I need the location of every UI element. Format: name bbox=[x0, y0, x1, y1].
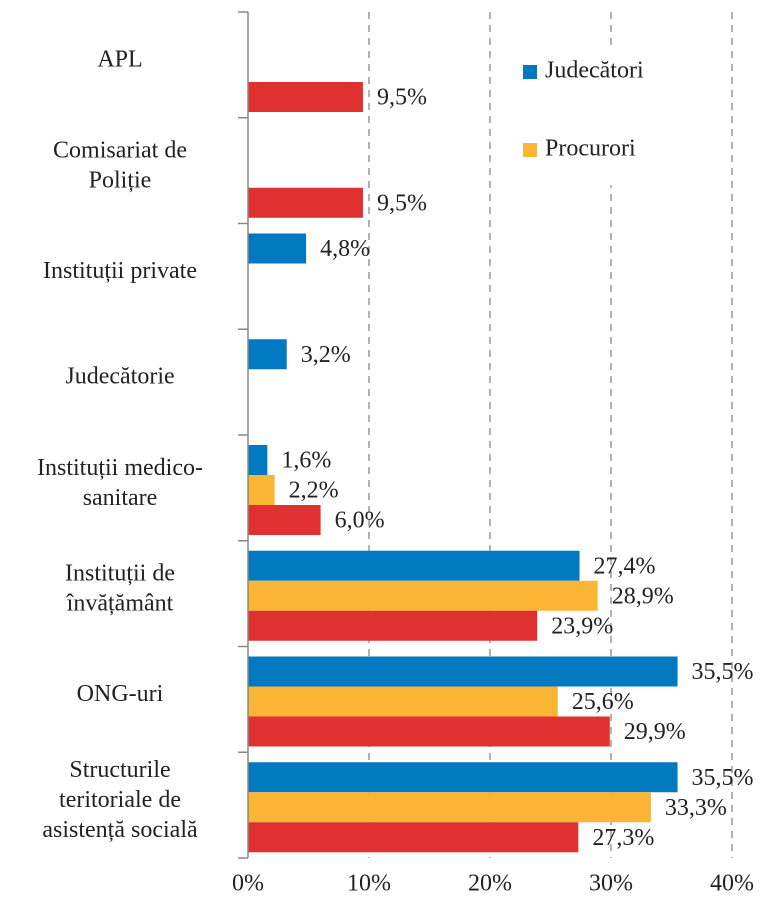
data-label: 23,9% bbox=[551, 613, 613, 639]
bar bbox=[248, 475, 275, 505]
data-label: 25,6% bbox=[572, 689, 634, 715]
bar bbox=[248, 233, 307, 264]
y-tick-label: Instituții medico-sanitare bbox=[37, 454, 203, 510]
y-tick-label: Judecătorie bbox=[65, 364, 174, 390]
data-label: 33,3% bbox=[665, 795, 727, 821]
bar bbox=[248, 445, 268, 475]
y-tick-label: Comisariat de Poliție bbox=[53, 137, 187, 193]
data-label: 28,9% bbox=[612, 583, 674, 609]
data-label: 35,5% bbox=[692, 765, 754, 791]
bar bbox=[248, 656, 678, 687]
data-label: 9,5% bbox=[377, 190, 427, 216]
bar bbox=[248, 716, 610, 747]
data-label: 29,9% bbox=[624, 719, 686, 745]
y-tick-label: APL bbox=[97, 46, 142, 72]
legend-background bbox=[512, 45, 672, 185]
bar bbox=[248, 762, 678, 793]
data-label: 35,5% bbox=[692, 659, 754, 685]
y-tick-label: ONG-uri bbox=[77, 681, 164, 707]
bar bbox=[248, 339, 287, 370]
legend-label: Procurori bbox=[545, 136, 636, 162]
legend-swatch bbox=[523, 65, 537, 79]
x-tick-label: 40% bbox=[710, 871, 754, 897]
legend-label: Judecători bbox=[545, 58, 644, 84]
bar bbox=[248, 505, 321, 535]
data-label: 1,6% bbox=[281, 448, 331, 474]
bar bbox=[248, 550, 580, 581]
bar bbox=[248, 792, 651, 823]
bar bbox=[248, 686, 558, 717]
bar bbox=[248, 822, 579, 853]
bar bbox=[248, 187, 363, 218]
legend-swatch bbox=[523, 143, 537, 157]
data-label: 27,3% bbox=[592, 825, 654, 851]
data-label: 3,2% bbox=[301, 342, 351, 368]
data-label: 27,4% bbox=[594, 553, 656, 579]
data-label: 2,2% bbox=[289, 478, 339, 504]
y-tick-label: Structurile teritoriale de asistență socia… bbox=[42, 757, 198, 843]
data-label: 9,5% bbox=[377, 85, 427, 111]
x-tick-label: 0% bbox=[232, 871, 264, 897]
bar bbox=[248, 610, 538, 641]
x-tick-label: 30% bbox=[589, 871, 633, 897]
data-label: 6,0% bbox=[335, 508, 385, 534]
bar bbox=[248, 580, 598, 611]
bar bbox=[248, 82, 363, 112]
y-tick-label: Instituții private bbox=[43, 258, 197, 284]
data-label: 4,8% bbox=[320, 236, 370, 262]
x-tick-label: 10% bbox=[347, 871, 391, 897]
x-tick-label: 20% bbox=[468, 871, 512, 897]
y-tick-label: Instituții de învățământ bbox=[65, 560, 175, 616]
